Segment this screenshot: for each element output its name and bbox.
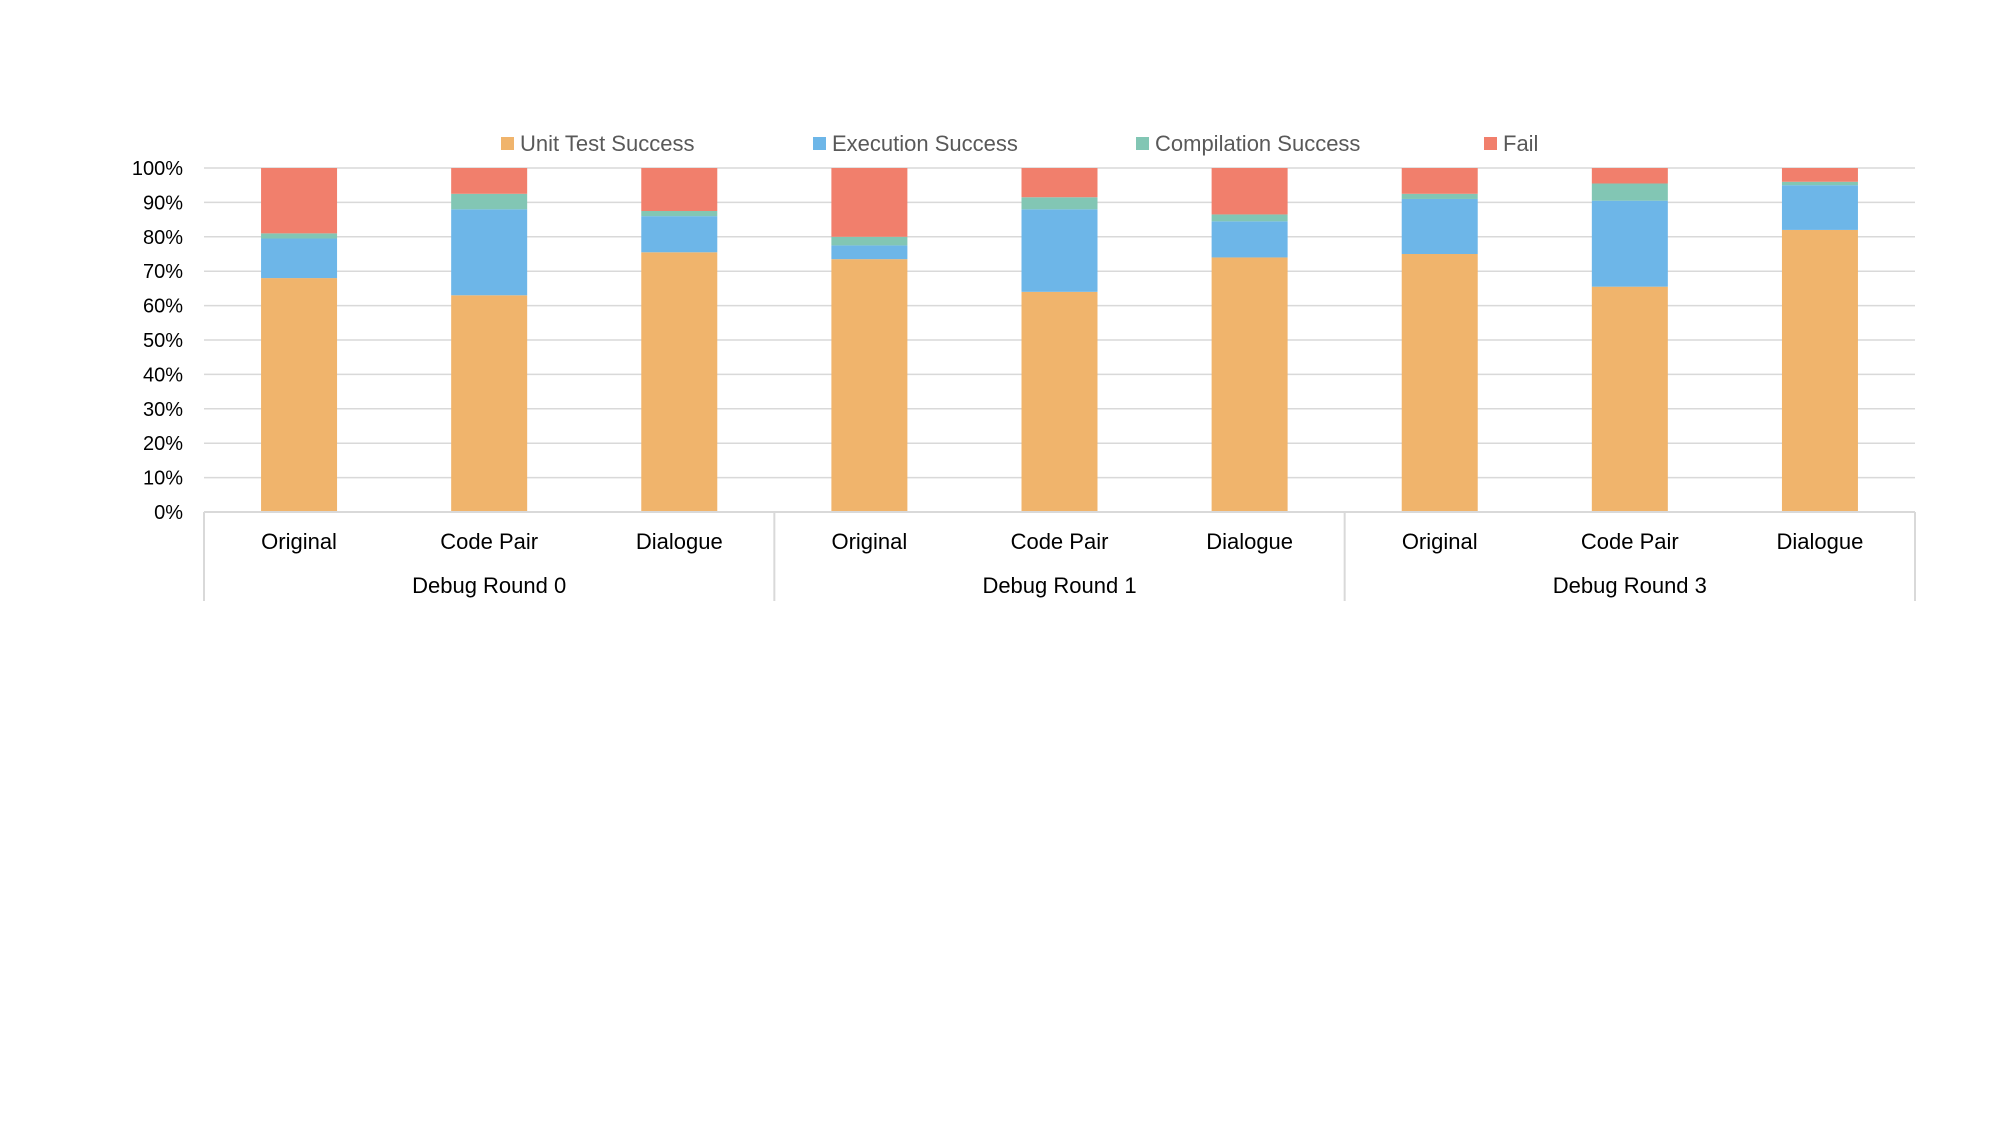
legend-label: Compilation Success <box>1155 131 1360 156</box>
bar-segment-fail <box>451 168 528 194</box>
bar-segment-fail <box>1781 168 1858 182</box>
y-tick-label: 80% <box>143 227 183 249</box>
bar-segment-execution-success <box>451 209 528 296</box>
legend: Unit Test Success Execution Success Compil… <box>501 131 1538 156</box>
y-tick-label: 100% <box>132 158 183 180</box>
x-category-label: Dialogue <box>1206 529 1293 554</box>
y-tick-label: 10% <box>143 468 183 490</box>
bar-segment-unit-test-success <box>1401 254 1478 512</box>
bar-segment-execution-success <box>261 238 338 279</box>
bar-segment-unit-test-success <box>451 295 528 512</box>
x-category-label: Original <box>261 529 337 554</box>
bar-segment-compilation-success <box>1021 197 1098 210</box>
legend-swatch <box>1136 137 1149 150</box>
bar-segment-compilation-success <box>1781 181 1858 186</box>
bar-segment-execution-success <box>1591 200 1668 287</box>
x-category-label: Dialogue <box>1777 529 1864 554</box>
bars <box>261 168 1858 513</box>
bar-segment-fail <box>1591 168 1668 184</box>
bar-segment-fail <box>641 168 718 211</box>
legend-label: Unit Test Success <box>520 131 694 156</box>
bar-segment-compilation-success <box>641 211 718 217</box>
bar-segment-fail <box>1021 168 1098 198</box>
bar-segment-compilation-success <box>451 193 528 210</box>
x-group-label: Debug Round 1 <box>982 573 1136 598</box>
y-tick-label: 90% <box>143 192 183 214</box>
bar-segment-compilation-success <box>1591 183 1668 201</box>
bar-segment-unit-test-success <box>641 252 718 512</box>
bar-segment-unit-test-success <box>1591 286 1668 512</box>
bar-segment-compilation-success <box>1401 193 1478 199</box>
x-category-label: Code Pair <box>1581 529 1679 554</box>
bar-segment-execution-success <box>1211 221 1288 258</box>
y-tick-label: 60% <box>143 296 183 318</box>
y-tick-label: 70% <box>143 261 183 283</box>
x-category-label: Original <box>831 529 907 554</box>
bar-segment-execution-success <box>641 216 718 253</box>
x-category-label: Dialogue <box>636 529 723 554</box>
bar-segment-execution-success <box>1401 198 1478 254</box>
bar-segment-unit-test-success <box>261 278 338 512</box>
legend-swatch <box>1484 137 1497 150</box>
y-tick-label: 50% <box>143 330 183 352</box>
bar-segment-compilation-success <box>1211 214 1288 222</box>
x-category-label: Code Pair <box>440 529 538 554</box>
bar-segment-unit-test-success <box>1021 291 1098 512</box>
legend-label: Execution Success <box>832 131 1018 156</box>
bar-segment-unit-test-success <box>831 259 908 512</box>
bar-segment-execution-success <box>831 245 908 260</box>
y-tick-label: 40% <box>143 364 183 386</box>
legend-swatch <box>813 137 826 150</box>
x-category-label: Code Pair <box>1011 529 1109 554</box>
y-tick-label: 30% <box>143 399 183 421</box>
x-category-label: Original <box>1402 529 1478 554</box>
legend-label: Fail <box>1503 131 1538 156</box>
x-group-label: Debug Round 3 <box>1553 573 1707 598</box>
bar-segment-fail <box>831 168 908 237</box>
bar-segment-unit-test-success <box>1211 257 1288 512</box>
bar-segment-compilation-success <box>831 236 908 246</box>
y-axis-ticks: 0% 10% 20% 30% 40% 50% 60% 70% 80% 90% 100% <box>132 158 183 524</box>
bar-segment-fail <box>261 168 338 234</box>
y-tick-label: 20% <box>143 433 183 455</box>
legend-swatch <box>501 137 514 150</box>
bar-segment-fail <box>1401 168 1478 194</box>
x-group-label: Debug Round 0 <box>412 573 566 598</box>
y-tick-label: 0% <box>154 502 183 524</box>
bar-segment-execution-success <box>1781 185 1858 230</box>
bar-segment-compilation-success <box>261 233 338 239</box>
bar-segment-unit-test-success <box>1781 229 1858 513</box>
x-axis: Original Code Pair Dialogue Debug Round 0 Or… <box>203 511 1916 601</box>
bar-segment-fail <box>1211 168 1288 215</box>
bar-segment-execution-success <box>1021 209 1098 292</box>
